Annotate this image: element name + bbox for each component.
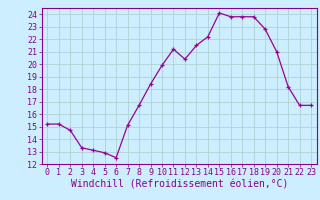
X-axis label: Windchill (Refroidissement éolien,°C): Windchill (Refroidissement éolien,°C) [70, 180, 288, 190]
